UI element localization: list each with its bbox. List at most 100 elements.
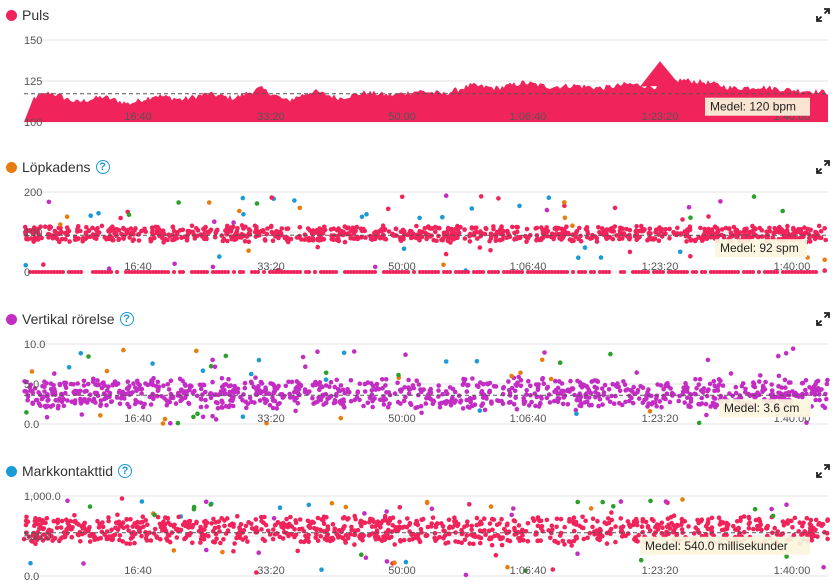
data-point [75,236,80,242]
zero-point [733,270,737,274]
data-point [397,519,402,525]
data-point [647,528,653,533]
data-point [40,520,46,525]
outlier-point [191,414,196,420]
zero-point [232,270,236,274]
zero-point [52,270,56,274]
zero-point [529,270,533,274]
data-point [623,399,628,405]
data-point [175,526,180,532]
data-point [136,232,141,237]
data-point [712,383,717,389]
data-point [600,402,605,407]
outlier-point [58,222,63,227]
data-point [663,227,668,232]
data-point [587,530,593,536]
data-point [204,404,209,409]
data-point [452,400,457,405]
data-point [322,536,328,542]
data-point [344,231,350,237]
data-point [293,532,299,538]
data-point [258,514,264,520]
data-point [44,381,49,386]
zero-point [793,270,797,274]
data-point [688,396,694,401]
outlier-point [306,502,312,508]
data-point [790,525,795,530]
data-point [693,237,698,243]
data-point [554,524,559,530]
data-point [387,401,392,407]
expand-icon[interactable] [816,312,830,326]
zero-point [508,270,512,274]
outlier-point [505,564,510,570]
data-point [69,534,75,540]
data-point [208,227,214,233]
zero-point [283,270,287,274]
data-point [460,406,466,411]
data-point [276,235,281,241]
question-circle-icon[interactable]: ? [95,160,110,174]
outlier-point [728,371,734,376]
outlier-point [688,215,693,220]
data-point [640,517,646,522]
expand-icon[interactable] [816,8,830,22]
outlier-point [419,410,424,416]
data-point [465,382,471,388]
data-point [409,532,415,537]
outlier-point [474,358,480,364]
expand-icon[interactable] [816,464,830,478]
zero-point [607,270,611,274]
data-point [568,378,573,384]
zero-point [331,270,335,274]
expand-icon[interactable] [816,160,830,174]
data-point [100,524,106,530]
data-point [295,400,301,406]
markkontakttid-header: Markkontakttid ? [6,462,133,480]
zero-point [79,270,83,274]
zero-point [385,270,389,274]
data-point [164,402,170,408]
zero-point [673,270,677,274]
data-point [514,406,520,412]
data-point [81,378,87,384]
data-point [550,527,555,533]
data-point [222,387,227,393]
data-point [225,516,230,521]
data-point [521,398,527,404]
y-tick-label: 10.0 [24,339,45,351]
data-point [617,388,623,394]
data-point [297,517,303,522]
data-point [127,235,132,240]
question-circle-icon[interactable]: ? [118,464,133,478]
data-point [284,226,289,232]
data-point [207,392,213,397]
data-point [374,528,380,533]
zero-point [349,270,353,274]
zero-point [220,270,224,274]
data-point [147,530,152,535]
data-point [223,382,229,387]
zero-point [73,270,77,274]
x-tick-label: 33:20 [257,111,285,123]
outlier-point [98,413,103,418]
lopkadens-header: Löpkadens ? [6,158,110,176]
zero-point [427,270,431,274]
data-point [568,539,574,545]
data-point [708,404,713,409]
data-point [477,230,483,235]
data-point [227,522,233,528]
data-point [565,402,571,407]
data-point [634,519,640,524]
data-point [458,400,463,405]
data-point [139,228,144,234]
question-circle-icon[interactable]: ? [119,312,134,326]
y-tick-label: 200 [24,187,42,199]
zero-point [721,270,725,274]
outlier-point [323,377,329,382]
data-point [807,235,812,241]
outlier-point [648,498,653,504]
data-point [360,532,366,538]
data-point [723,225,729,231]
data-point [704,235,710,240]
